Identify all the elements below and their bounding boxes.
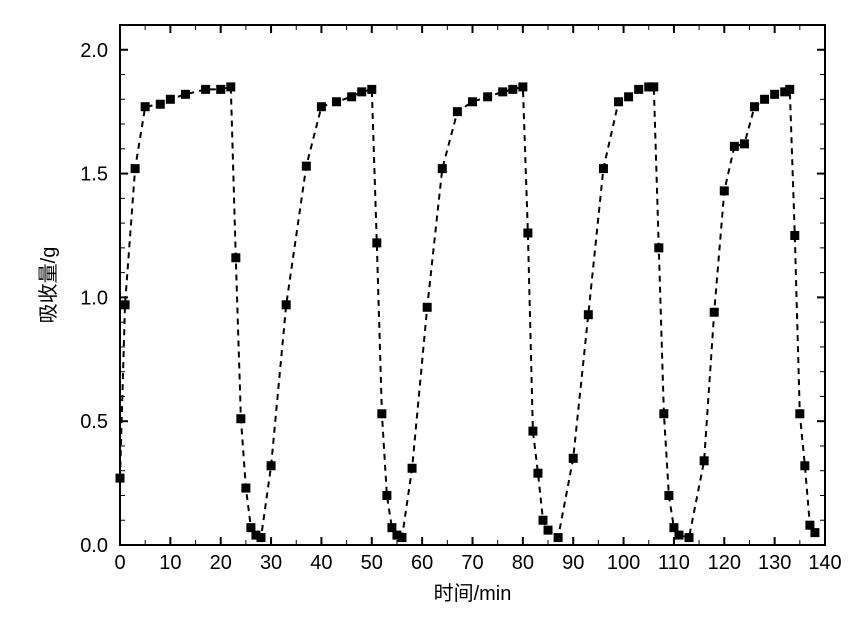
x-tick-label: 80 <box>512 552 534 574</box>
data-marker <box>398 533 407 542</box>
x-tick-label: 70 <box>461 552 483 574</box>
data-marker <box>241 484 250 493</box>
data-marker <box>498 87 507 96</box>
data-marker <box>257 533 266 542</box>
data-marker <box>357 87 366 96</box>
data-marker <box>730 142 739 151</box>
data-marker <box>156 100 165 109</box>
data-marker <box>785 85 794 94</box>
data-marker <box>800 461 809 470</box>
data-marker <box>770 90 779 99</box>
data-marker <box>201 85 210 94</box>
y-tick-label: 1.5 <box>80 164 108 186</box>
data-marker <box>367 85 376 94</box>
data-marker <box>634 85 643 94</box>
x-tick-label: 60 <box>411 552 433 574</box>
x-tick-label: 10 <box>159 552 181 574</box>
data-marker <box>408 464 417 473</box>
data-marker <box>740 139 749 148</box>
data-marker <box>810 528 819 537</box>
data-marker <box>528 427 537 436</box>
data-marker <box>664 491 673 500</box>
data-marker <box>438 164 447 173</box>
data-marker <box>116 474 125 483</box>
y-tick-label: 0.0 <box>80 535 108 557</box>
x-tick-label: 0 <box>114 552 125 574</box>
data-marker <box>584 310 593 319</box>
data-marker <box>302 162 311 171</box>
data-marker <box>382 491 391 500</box>
data-marker <box>347 92 356 101</box>
data-marker <box>181 90 190 99</box>
data-marker <box>483 92 492 101</box>
data-marker <box>720 186 729 195</box>
data-marker <box>518 82 527 91</box>
data-marker <box>533 469 542 478</box>
data-marker <box>569 454 578 463</box>
x-tick-label: 140 <box>808 552 841 574</box>
data-marker <box>523 229 532 238</box>
x-tick-label: 20 <box>210 552 232 574</box>
data-marker <box>544 526 553 535</box>
x-tick-label: 50 <box>361 552 383 574</box>
data-marker <box>226 82 235 91</box>
data-marker <box>790 231 799 240</box>
data-marker <box>685 533 694 542</box>
y-tick-label: 2.0 <box>80 40 108 62</box>
data-marker <box>508 85 517 94</box>
data-marker <box>231 253 240 262</box>
data-marker <box>599 164 608 173</box>
data-marker <box>372 238 381 247</box>
data-marker <box>614 97 623 106</box>
data-marker <box>166 95 175 104</box>
data-marker <box>654 243 663 252</box>
data-marker <box>659 409 668 418</box>
data-marker <box>710 308 719 317</box>
data-marker <box>236 414 245 423</box>
x-tick-label: 120 <box>708 552 741 574</box>
x-tick-label: 40 <box>310 552 332 574</box>
data-marker <box>141 102 150 111</box>
y-tick-label: 0.5 <box>80 411 108 433</box>
data-marker <box>649 82 658 91</box>
x-tick-label: 90 <box>562 552 584 574</box>
y-tick-label: 1.0 <box>80 287 108 309</box>
data-marker <box>453 107 462 116</box>
x-tick-label: 110 <box>658 552 690 574</box>
data-marker <box>468 97 477 106</box>
data-marker <box>131 164 140 173</box>
data-marker <box>332 97 341 106</box>
y-axis-label: 吸收量/g <box>37 247 60 324</box>
x-tick-label: 30 <box>260 552 282 574</box>
data-marker <box>267 461 276 470</box>
x-tick-label: 100 <box>607 552 640 574</box>
data-marker <box>121 300 130 309</box>
data-marker <box>674 531 683 540</box>
data-marker <box>750 102 759 111</box>
x-axis-label: 时间/min <box>434 582 512 605</box>
data-marker <box>539 516 548 525</box>
data-marker <box>423 303 432 312</box>
data-marker <box>282 300 291 309</box>
data-marker <box>216 85 225 94</box>
data-marker <box>760 95 769 104</box>
data-marker <box>317 102 326 111</box>
x-tick-label: 130 <box>758 552 791 574</box>
data-marker <box>377 409 386 418</box>
data-marker <box>795 409 804 418</box>
data-marker <box>700 456 709 465</box>
data-marker <box>554 533 563 542</box>
absorption-cycle-chart: 0 10 20 30 40 50 60 70 80 90 100 110 120 130 140 0.0 0.5… <box>0 0 855 627</box>
data-marker <box>624 92 633 101</box>
